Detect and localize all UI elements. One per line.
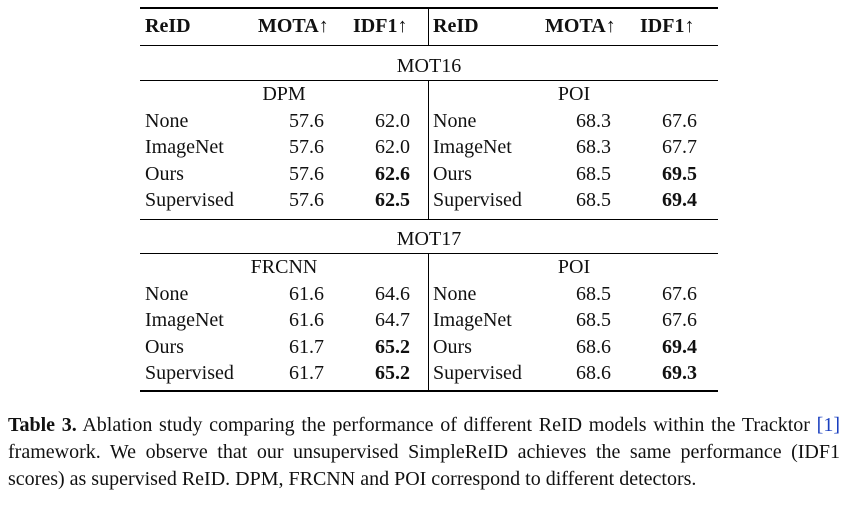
idf1-value-best: 65.2 [375,336,410,358]
dataset-title-mot17: MOT17 [396,228,462,250]
idf1-value: 62.0 [375,110,410,132]
mota-value: 61.7 [289,336,324,358]
header-idf1-right: IDF1↑ [640,15,695,37]
dataset-title-mot16: MOT16 [396,55,462,77]
idf1-value-best: 62.6 [375,163,410,185]
row-label: Ours [145,336,184,358]
row-label: ImageNet [433,309,512,331]
section-rule-mot17 [140,253,718,254]
row-label: None [433,283,477,305]
header-reid-left: ReID [145,15,191,37]
idf1-value-best: 65.2 [375,362,410,384]
row-label: ImageNet [145,309,224,331]
idf1-value-best: 69.5 [662,163,697,185]
section-rule-mot17-top [140,219,718,220]
table-caption: Table 3. Ablation study comparing the pe… [8,412,840,493]
mota-value: 68.6 [576,362,611,384]
column-divider-mot16 [428,81,429,219]
detector-label-frcnn: FRCNN [250,256,318,278]
idf1-value: 64.7 [375,309,410,331]
mota-value: 68.3 [576,136,611,158]
mota-value: 68.6 [576,336,611,358]
mota-value: 68.5 [576,163,611,185]
idf1-value: 64.6 [375,283,410,305]
mota-value: 57.6 [289,136,324,158]
header-mota-left: MOTA↑ [258,15,329,37]
header-reid-right: ReID [433,15,479,37]
header-mota-right: MOTA↑ [545,15,616,37]
idf1-value: 62.0 [375,136,410,158]
row-label: None [145,110,189,132]
mota-value: 61.6 [289,283,324,305]
mota-value: 61.7 [289,362,324,384]
idf1-value: 67.6 [662,309,697,331]
row-label: Ours [145,163,184,185]
idf1-value-best: 69.3 [662,362,697,384]
row-label: Supervised [433,189,522,211]
row-label: Supervised [433,362,522,384]
mota-value: 68.3 [576,110,611,132]
detector-label-dpm: DPM [262,83,306,105]
header-idf1-left: IDF1↑ [353,15,408,37]
column-divider-header [428,9,429,45]
mota-value: 68.5 [576,309,611,331]
idf1-value: 67.6 [662,110,697,132]
caption-text-part1: Ablation study comparing the performance… [76,414,817,436]
row-label: None [145,283,189,305]
mota-value: 68.5 [576,189,611,211]
row-label: Ours [433,336,472,358]
row-label: Supervised [145,189,234,211]
row-label: None [433,110,477,132]
table-top-rule [140,7,718,9]
row-label: ImageNet [145,136,224,158]
idf1-value: 67.6 [662,283,697,305]
mota-value: 61.6 [289,309,324,331]
row-label: ImageNet [433,136,512,158]
mota-value: 57.6 [289,110,324,132]
row-label: Supervised [145,362,234,384]
row-label: Ours [433,163,472,185]
section-rule-mot16 [140,80,718,81]
idf1-value-best: 69.4 [662,336,697,358]
mota-value: 57.6 [289,163,324,185]
mota-value: 57.6 [289,189,324,211]
citation-link[interactable]: [1] [816,414,840,436]
column-divider-mot17 [428,254,429,390]
detector-label-poi-mot16: POI [557,83,591,105]
mota-value: 68.5 [576,283,611,305]
idf1-value: 67.7 [662,136,697,158]
idf1-value-best: 62.5 [375,189,410,211]
idf1-value-best: 69.4 [662,189,697,211]
table-bottom-rule [140,390,718,392]
detector-label-poi-mot17: POI [557,256,591,278]
header-rule [140,45,718,46]
caption-label: Table 3. [8,414,77,436]
caption-text-part2: framework. We observe that our unsupervi… [8,441,840,490]
